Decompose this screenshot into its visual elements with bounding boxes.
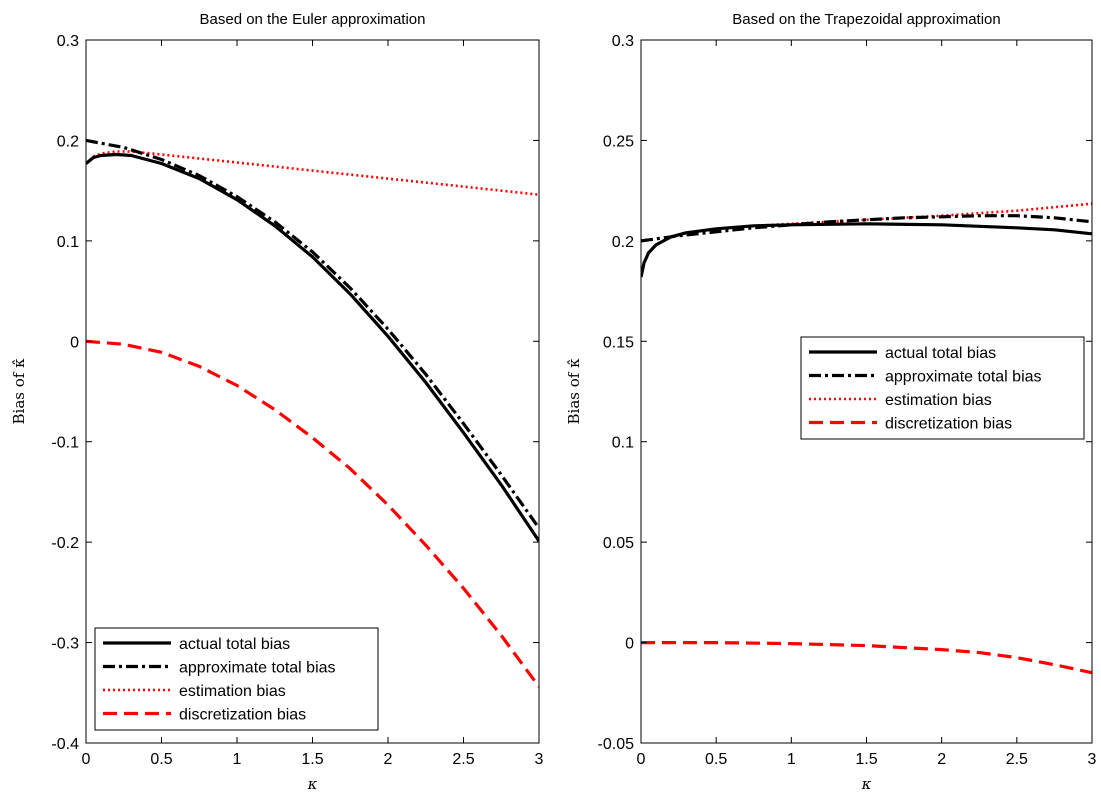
x-tick-label: 2 — [384, 751, 393, 768]
series-line-approximate-total-bias — [641, 214, 1092, 243]
x-tick-label: 2.5 — [1006, 751, 1028, 768]
x-axis-label: κ — [307, 775, 318, 793]
y-tick-label: 0.05 — [603, 535, 634, 552]
y-tick-label: 0.2 — [612, 234, 634, 251]
y-tick-label: 0.1 — [612, 435, 634, 452]
y-tick-label: 0.15 — [603, 334, 634, 351]
x-tick-label: 3 — [535, 751, 544, 768]
x-tick-label: 0 — [637, 751, 646, 768]
legend-label: approximate total bias — [179, 660, 336, 677]
series-line-actual-total-bias — [641, 222, 1092, 278]
y-axis-label: Bias of κ̂ — [10, 358, 28, 425]
legend-box — [94, 627, 379, 731]
series-line-actual-total-bias — [86, 152, 539, 542]
legend-label: discretization bias — [179, 707, 306, 724]
x-tick-label: 1 — [787, 751, 796, 768]
chart-title: Based on the Trapezoidal approximation — [732, 11, 1001, 28]
legend-label: discretization bias — [885, 416, 1012, 433]
legend-box — [800, 336, 1085, 440]
y-tick-label: 0.3 — [57, 33, 79, 50]
y-tick-label: 0 — [625, 636, 634, 653]
euler-panel: Based on the Euler approximation 0 0.5 1 1.5… — [10, 11, 544, 793]
x-tick-label: 0.5 — [705, 751, 727, 768]
x-tick-label: 2 — [937, 751, 946, 768]
y-tick-label: 0.25 — [603, 133, 634, 150]
series-group — [641, 202, 1092, 675]
chart-title: Based on the Euler approximation — [200, 11, 426, 28]
x-tick-label: 3 — [1088, 751, 1097, 768]
y-tick-label: 0 — [70, 334, 79, 351]
y-tick-label: 0.1 — [57, 234, 79, 251]
x-tick-label: 1 — [233, 751, 242, 768]
trapezoidal-panel: Based on the Trapezoidal approximation 0 0… — [565, 11, 1097, 793]
y-axis-label: Bias of κ̂ — [565, 358, 583, 425]
y-tick-label: -0.3 — [51, 636, 79, 653]
series-line-approximate-total-bias — [86, 138, 539, 530]
legend: actual total bias approximate total bias e… — [94, 627, 379, 731]
y-tick-label: 0.2 — [57, 133, 79, 150]
y-tick-label: -0.1 — [51, 435, 79, 452]
y-tick-label: -0.05 — [598, 736, 635, 753]
x-tick-label: 2.5 — [452, 751, 474, 768]
series-line-discretization-bias — [86, 339, 539, 688]
x-axis-label: κ — [861, 775, 872, 793]
legend-label: estimation bias — [179, 683, 286, 700]
legend-label: estimation bias — [885, 392, 992, 409]
y-tick-label: 0.3 — [612, 33, 634, 50]
y-tick-label: -0.4 — [51, 736, 79, 753]
series-line-discretization-bias — [641, 640, 1092, 675]
y-tick-label: -0.2 — [51, 535, 79, 552]
legend: actual total bias approximate total bias e… — [800, 336, 1085, 440]
x-tick-label: 0.5 — [150, 751, 172, 768]
x-tick-label: 1.5 — [301, 751, 323, 768]
legend-label: approximate total bias — [885, 369, 1042, 386]
legend-label: actual total bias — [179, 636, 290, 653]
x-tick-label: 0 — [82, 751, 91, 768]
legend-label: actual total bias — [885, 345, 996, 362]
series-line-estimation-bias — [86, 150, 539, 196]
series-group — [86, 138, 539, 688]
x-tick-label: 1.5 — [855, 751, 877, 768]
